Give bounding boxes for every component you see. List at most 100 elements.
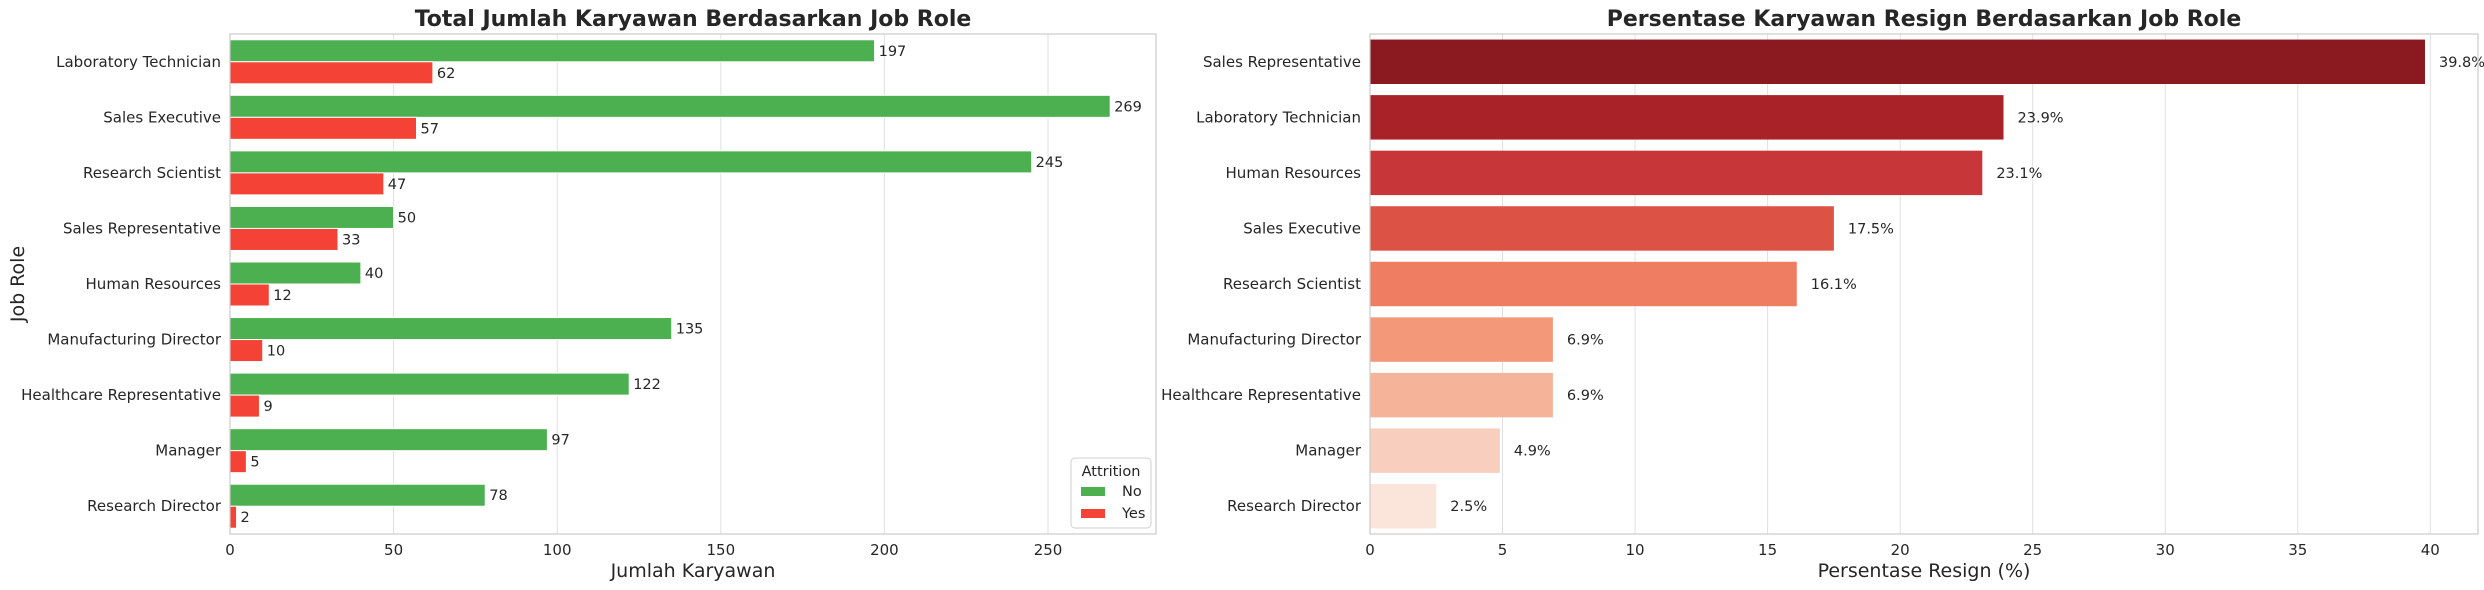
chart1-data-label: 12 bbox=[273, 288, 291, 304]
chart1-data-label: 245 bbox=[1036, 155, 1064, 171]
chart1-data-label: 33 bbox=[342, 232, 360, 248]
chart1-bar-no bbox=[229, 483, 486, 507]
chart1-data-labels: 197 62 269 57 245 47 50 33 40 12 135 10 122 9 97 5 78 2 bbox=[241, 44, 1142, 526]
legend-swatch-yes bbox=[1081, 509, 1105, 518]
chart1-y-tick-label: Laboratory Technician bbox=[56, 53, 221, 71]
legend-label-yes: Yes bbox=[1121, 506, 1145, 522]
chart1-x-tick-label: 150 bbox=[706, 541, 735, 559]
chart1-x-tick-label: 100 bbox=[543, 541, 572, 559]
chart2-x-tick-label: 30 bbox=[2156, 541, 2175, 559]
chart2-bar bbox=[1370, 428, 1500, 473]
chart1-data-label: 78 bbox=[489, 488, 507, 504]
chart2-x-tick-label: 20 bbox=[1891, 541, 1910, 559]
chart2-data-label: 6.9% bbox=[1567, 388, 1604, 404]
chart1-data-label: 57 bbox=[421, 121, 439, 137]
chart2-data-labels: 39.8% 23.9% 23.1% 17.5% 16.1% 6.9% 6.9% 4.9% 2.5… bbox=[1450, 55, 2484, 515]
chart1-bar-yes bbox=[229, 61, 434, 85]
chart1-title: Total Jumlah Karyawan Berdasarkan Job Ro… bbox=[415, 7, 972, 32]
legend-swatch-no bbox=[1081, 487, 1105, 496]
chart1-data-label: 97 bbox=[551, 433, 569, 449]
chart1-bar-yes bbox=[229, 450, 247, 474]
chart1-frame bbox=[229, 33, 1157, 535]
chart1-bar-no bbox=[229, 39, 876, 63]
chart2-data-label: 2.5% bbox=[1450, 499, 1487, 515]
chart1-y-tick-label: Human Resources bbox=[86, 275, 222, 293]
chart1-data-label: 197 bbox=[879, 44, 907, 60]
chart2-data-label: 17.5% bbox=[1848, 221, 1894, 237]
chart2-data-label: 39.8% bbox=[2439, 55, 2484, 71]
chart2-x-tick-label: 15 bbox=[1758, 541, 1777, 559]
chart2-x-tick-label: 0 bbox=[1365, 541, 1375, 559]
chart1-bar-yes bbox=[229, 505, 238, 529]
chart1-x-tick-label: 200 bbox=[870, 541, 899, 559]
chart1-y-tick-label: Sales Representative bbox=[63, 219, 221, 237]
chart2-y-tick-label: Sales Representative bbox=[1203, 53, 1361, 71]
chart1-x-axis-label: Jumlah Karyawan bbox=[610, 560, 776, 582]
chart1-data-label: 2 bbox=[241, 510, 250, 526]
chart1-bar-no bbox=[229, 205, 395, 229]
chart1-data-label: 9 bbox=[263, 399, 272, 415]
chart1-data-label: 269 bbox=[1114, 99, 1142, 115]
chart1-x-tick-labels: 0 50 100 150 200 250 bbox=[225, 541, 1062, 559]
chart1-x-tick-label: 0 bbox=[225, 541, 235, 559]
chart2-x-tick-label: 40 bbox=[2421, 541, 2440, 559]
chart1-bar-no bbox=[229, 94, 1111, 118]
chart1-legend: Attrition No Yes bbox=[1070, 457, 1152, 529]
chart1-y-tick-label: Healthcare Representative bbox=[21, 386, 221, 404]
chart2-data-label: 4.9% bbox=[1514, 444, 1551, 460]
chart1-x-tick-label: 50 bbox=[384, 541, 403, 559]
chart1-data-label: 135 bbox=[676, 322, 704, 338]
resign-percentage-chart: 39.8% 23.9% 23.1% 17.5% 16.1% 6.9% 6.9% 4.9% 2.5… bbox=[1161, 7, 2484, 582]
chart2-y-tick-label: Research Director bbox=[1227, 497, 1362, 515]
chart2-bar bbox=[1370, 261, 1797, 307]
chart2-y-tick-label: Sales Executive bbox=[1243, 219, 1361, 237]
chart1-y-tick-label: Sales Executive bbox=[103, 108, 221, 126]
chart1-bar-yes bbox=[229, 339, 264, 363]
chart2-data-label: 16.1% bbox=[1811, 277, 1857, 293]
chart1-data-label: 122 bbox=[633, 377, 661, 393]
chart1-bar-yes bbox=[229, 116, 418, 140]
chart1-y-tick-labels: Laboratory Technician Sales Executive Rese… bbox=[21, 53, 222, 515]
chart2-y-tick-label: Research Scientist bbox=[1223, 275, 1361, 293]
chart2-frame bbox=[1369, 33, 2479, 535]
chart2-y-tick-labels: Sales Representative Laboratory Technicia… bbox=[1161, 53, 1362, 515]
chart1-data-label: 50 bbox=[398, 210, 416, 226]
chart1-data-label: 40 bbox=[365, 266, 383, 282]
chart1-x-tick-label: 250 bbox=[1034, 541, 1063, 559]
chart1-bar-no bbox=[229, 150, 1033, 174]
chart2-title: Persentase Karyawan Resign Berdasarkan J… bbox=[1607, 7, 2242, 32]
chart1-data-label: 47 bbox=[388, 177, 406, 193]
chart2-bar bbox=[1370, 484, 1437, 529]
legend-title: Attrition bbox=[1082, 464, 1141, 480]
chart1-bar-no bbox=[229, 317, 673, 341]
chart2-x-axis-label: Persentase Resign (%) bbox=[1818, 560, 2031, 582]
chart2-data-label: 23.1% bbox=[1996, 166, 2042, 182]
attrition-count-chart: 197 62 269 57 245 47 50 33 40 12 135 10 122 9 97 5 78 2 L… bbox=[7, 7, 1157, 582]
chart2-bar bbox=[1370, 206, 1834, 251]
chart1-data-label: 5 bbox=[250, 455, 259, 471]
chart2-x-tick-labels: 0 5 10 15 20 25 30 35 40 bbox=[1365, 541, 2440, 559]
chart2-bar bbox=[1370, 317, 1553, 362]
chart1-data-label: 10 bbox=[267, 344, 285, 360]
chart2-data-label: 6.9% bbox=[1567, 333, 1604, 349]
chart1-bar-no bbox=[229, 428, 548, 452]
chart2-bar bbox=[1370, 39, 2425, 84]
chart2-data-label: 23.9% bbox=[2018, 110, 2064, 126]
chart2-y-tick-label: Manufacturing Director bbox=[1187, 331, 1361, 349]
chart2-bar bbox=[1370, 372, 1553, 418]
chart1-data-label: 62 bbox=[437, 66, 455, 82]
chart2-y-tick-label: Human Resources bbox=[1226, 164, 1362, 182]
chart2-bar bbox=[1370, 150, 1983, 196]
chart2-y-tick-label: Manager bbox=[1295, 442, 1362, 460]
chart2-x-tick-label: 35 bbox=[2288, 541, 2307, 559]
chart1-y-tick-label: Manufacturing Director bbox=[47, 331, 221, 349]
chart1-bar-no bbox=[229, 372, 630, 396]
chart1-bar-yes bbox=[229, 394, 260, 418]
chart2-y-tick-label: Laboratory Technician bbox=[1196, 108, 1361, 126]
chart1-y-tick-label: Research Director bbox=[87, 497, 222, 515]
chart1-y-axis-label: Job Role bbox=[7, 246, 29, 323]
chart1-bar-yes bbox=[229, 283, 270, 307]
chart1-bar-yes bbox=[229, 172, 385, 196]
chart1-y-tick-label: Research Scientist bbox=[83, 164, 221, 182]
